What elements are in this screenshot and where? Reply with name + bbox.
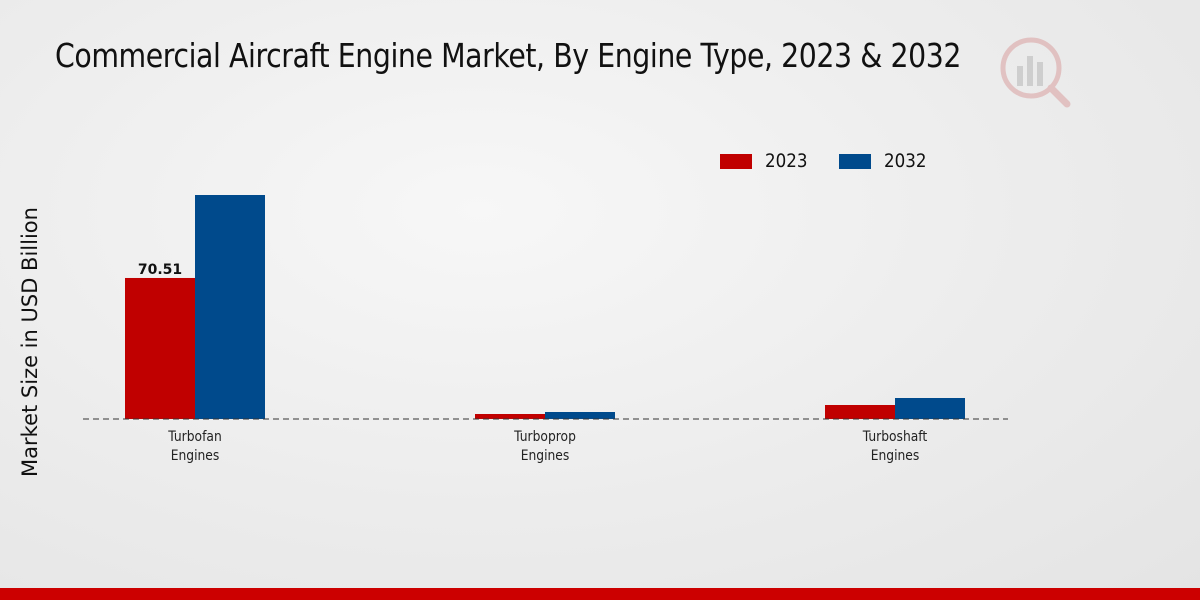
x-tick-label-1: Turboprop Engines: [513, 429, 576, 464]
legend-swatch-2023: [720, 153, 752, 169]
legend-label-2023: 2023: [765, 150, 808, 172]
footer-bar: [0, 588, 1200, 600]
x-tick-label-0: Turbofan Engines: [167, 429, 221, 464]
data-label-0: 70.51: [138, 262, 182, 278]
legend-item-2023: 2023: [720, 150, 813, 172]
bar-2023-0: [125, 277, 195, 419]
bar-2032-0: [195, 195, 265, 419]
bar-2032-1: [545, 412, 615, 419]
legend-item-2032: 2032: [839, 150, 932, 172]
bar-2023-2: [825, 405, 895, 419]
x-tick-label-2: Turboshaft Engines: [862, 429, 927, 464]
bar-2032-2: [895, 398, 965, 419]
legend-swatch-2032: [839, 153, 871, 169]
bar-2023-1: [475, 414, 545, 419]
chart-title: Commercial Aircraft Engine Market, By En…: [55, 36, 962, 75]
legend-label-2032: 2032: [884, 150, 927, 172]
brand-logo-icon: [993, 30, 1073, 110]
